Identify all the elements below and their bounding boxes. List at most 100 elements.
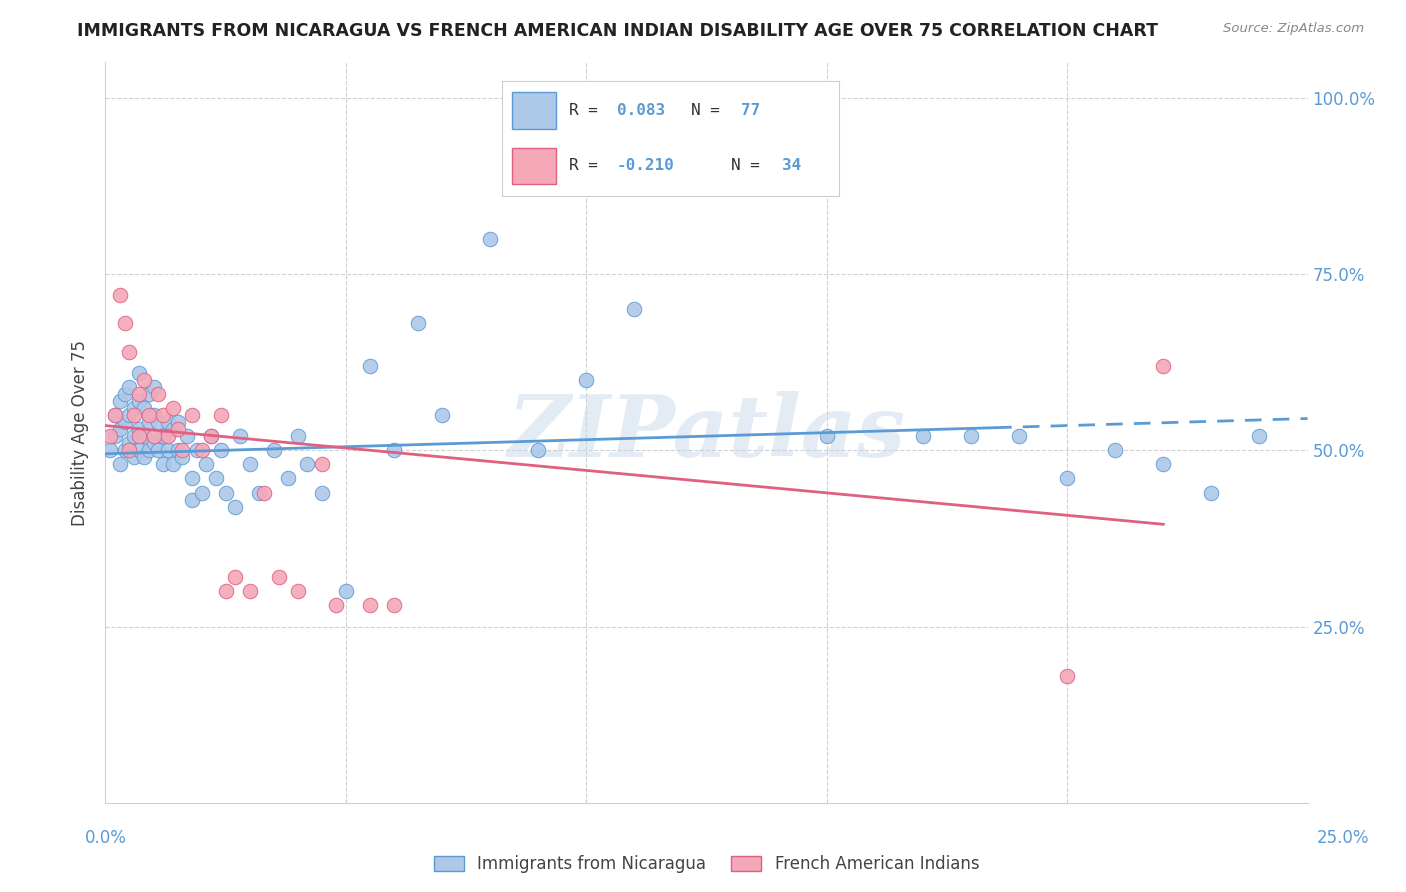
Point — [1152, 359, 1174, 373]
Point — [911, 429, 934, 443]
Point — [138, 415, 160, 429]
Point — [142, 380, 165, 394]
Point — [815, 429, 838, 443]
Point — [267, 570, 290, 584]
Point — [224, 500, 246, 514]
Point — [430, 408, 453, 422]
Point — [172, 443, 194, 458]
Point — [1201, 485, 1223, 500]
Point — [214, 485, 236, 500]
Point — [108, 458, 131, 472]
Point — [114, 415, 136, 429]
Point — [229, 429, 252, 443]
Point — [98, 429, 121, 443]
Point — [118, 408, 141, 422]
Point — [124, 401, 146, 415]
Point — [190, 485, 212, 500]
Point — [311, 458, 333, 472]
Point — [142, 429, 165, 443]
Point — [1056, 669, 1078, 683]
Point — [181, 492, 204, 507]
Point — [128, 422, 150, 436]
Text: Source: ZipAtlas.com: Source: ZipAtlas.com — [1223, 22, 1364, 36]
Point — [152, 429, 174, 443]
Point — [142, 436, 165, 450]
Point — [132, 429, 155, 443]
Point — [200, 429, 222, 443]
Point — [325, 599, 347, 613]
Point — [239, 458, 262, 472]
Point — [190, 443, 212, 458]
Point — [124, 450, 146, 465]
Point — [124, 408, 146, 422]
Point — [575, 373, 598, 387]
Point — [104, 429, 127, 443]
Point — [162, 458, 184, 472]
Point — [166, 443, 188, 458]
Point — [132, 450, 155, 465]
Point — [98, 443, 121, 458]
Point — [118, 443, 141, 458]
Point — [114, 387, 136, 401]
Point — [148, 387, 170, 401]
Point — [156, 415, 179, 429]
Point — [209, 443, 232, 458]
Point — [335, 584, 357, 599]
Point — [1152, 458, 1174, 472]
Point — [720, 161, 742, 176]
Point — [142, 408, 165, 422]
Point — [104, 408, 127, 422]
Point — [138, 387, 160, 401]
Point — [166, 415, 188, 429]
Point — [382, 443, 405, 458]
Point — [148, 415, 170, 429]
Point — [359, 359, 381, 373]
Point — [239, 584, 262, 599]
Point — [128, 366, 150, 380]
Point — [479, 232, 502, 246]
Text: 0.0%: 0.0% — [84, 829, 127, 847]
Legend: Immigrants from Nicaragua, French American Indians: Immigrants from Nicaragua, French Americ… — [427, 848, 986, 880]
Point — [156, 443, 179, 458]
Point — [247, 485, 270, 500]
Point — [1249, 429, 1271, 443]
Point — [181, 471, 204, 485]
Point — [138, 443, 160, 458]
Point — [124, 429, 146, 443]
Text: IMMIGRANTS FROM NICARAGUA VS FRENCH AMERICAN INDIAN DISABILITY AGE OVER 75 CORRE: IMMIGRANTS FROM NICARAGUA VS FRENCH AMER… — [77, 22, 1159, 40]
Point — [311, 485, 333, 500]
Point — [406, 316, 429, 330]
Point — [527, 443, 550, 458]
Point — [1008, 429, 1031, 443]
Point — [263, 443, 285, 458]
Point — [205, 471, 228, 485]
Point — [114, 443, 136, 458]
Point — [132, 401, 155, 415]
Point — [118, 344, 141, 359]
Point — [114, 316, 136, 330]
Point — [118, 380, 141, 394]
Point — [224, 570, 246, 584]
Point — [132, 373, 155, 387]
Point — [152, 408, 174, 422]
Point — [287, 584, 309, 599]
Point — [172, 450, 194, 465]
Point — [108, 288, 131, 302]
Point — [148, 443, 170, 458]
Point — [156, 429, 179, 443]
Point — [166, 422, 188, 436]
Point — [960, 429, 983, 443]
Point — [152, 458, 174, 472]
Text: 25.0%: 25.0% — [1316, 829, 1369, 847]
Point — [118, 436, 141, 450]
Point — [1104, 443, 1126, 458]
Point — [108, 393, 131, 408]
Point — [623, 302, 645, 317]
Point — [181, 408, 204, 422]
Point — [104, 408, 127, 422]
Point — [382, 599, 405, 613]
Point — [200, 429, 222, 443]
Point — [359, 599, 381, 613]
Point — [1056, 471, 1078, 485]
Point — [287, 429, 309, 443]
